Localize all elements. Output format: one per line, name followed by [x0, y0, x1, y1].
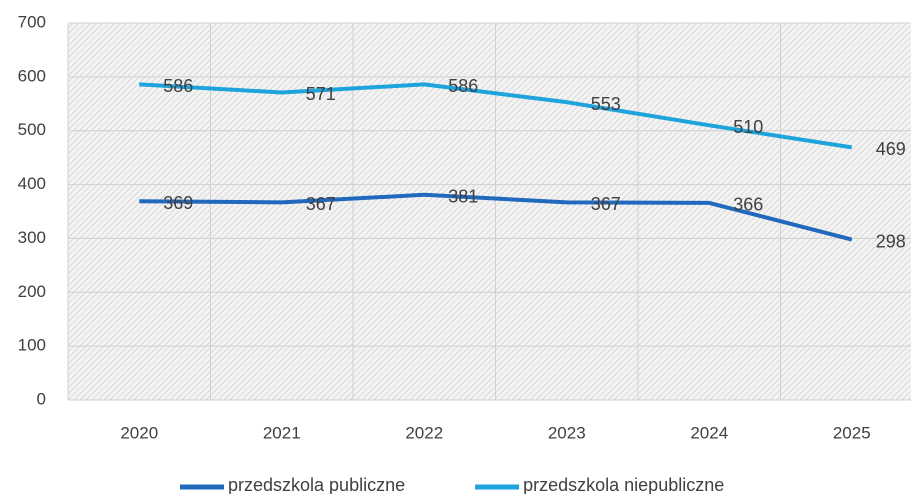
legend-label: przedszkola niepubliczne [523, 475, 724, 494]
x-tick-label: 2022 [405, 423, 443, 442]
y-tick-label: 300 [18, 228, 46, 247]
y-tick-label: 700 [18, 12, 46, 31]
data-label: 367 [591, 194, 621, 214]
series-line [139, 82, 853, 150]
y-tick-label: 600 [18, 66, 46, 85]
y-tick-label: 400 [18, 174, 46, 193]
data-label: 510 [733, 117, 763, 137]
data-label: 369 [163, 193, 193, 213]
x-tick-label: 2021 [263, 423, 301, 442]
data-label: 298 [876, 231, 906, 251]
y-tick-label: 200 [18, 282, 46, 301]
data-label: 586 [163, 76, 193, 96]
data-label: 571 [306, 84, 336, 104]
data-label: 381 [448, 187, 478, 207]
x-tick-label: 2025 [833, 423, 871, 442]
legend-label: przedszkola publiczne [228, 475, 405, 494]
x-tick-label: 2024 [690, 423, 728, 442]
data-label: 586 [448, 76, 478, 96]
y-tick-label: 500 [18, 120, 46, 139]
data-label: 366 [733, 195, 763, 215]
plot-area [68, 23, 911, 400]
y-tick-label: 100 [18, 336, 46, 355]
x-tick-label: 2023 [548, 423, 586, 442]
y-tick-label: 0 [37, 389, 46, 408]
data-label: 469 [876, 139, 906, 159]
data-label: 367 [306, 194, 336, 214]
x-tick-label: 2020 [120, 423, 158, 442]
data-label: 553 [591, 94, 621, 114]
series-line [139, 192, 853, 242]
